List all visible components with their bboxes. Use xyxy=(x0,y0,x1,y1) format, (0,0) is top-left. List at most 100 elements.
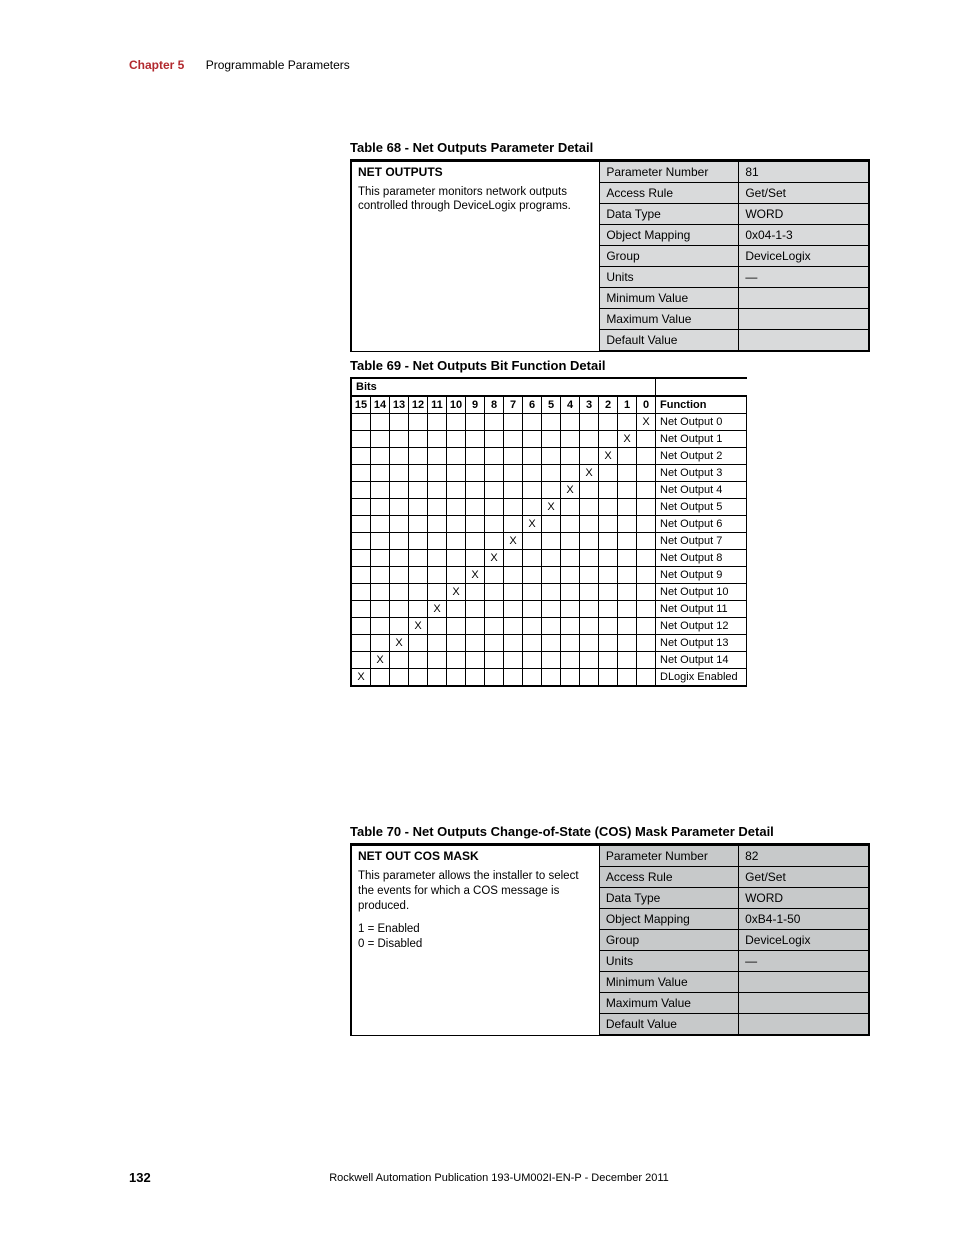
table-69-function-header: Function xyxy=(656,396,747,414)
table-69-cell xyxy=(428,465,447,482)
table-69-cell xyxy=(485,635,504,652)
table-69-cell xyxy=(428,550,447,567)
table-69-cell xyxy=(466,414,485,431)
table-69-cell xyxy=(637,448,656,465)
table-69-bit-col: 8 xyxy=(485,396,504,414)
table-69-cell xyxy=(504,584,523,601)
table-69-cell xyxy=(542,448,561,465)
table-69-cell: X xyxy=(466,567,485,584)
table-69-cell xyxy=(561,601,580,618)
table-69-cell xyxy=(523,601,542,618)
table-69-cell xyxy=(447,431,466,448)
table-69-cell xyxy=(542,482,561,499)
table-69-cell xyxy=(618,499,637,516)
table-69-cell: X xyxy=(447,584,466,601)
table-70-title: Table 70 - Net Outputs Change-of-State (… xyxy=(350,824,870,839)
table-69-cell xyxy=(637,652,656,669)
table-69-bit-col: 5 xyxy=(542,396,561,414)
table-69-cell xyxy=(485,584,504,601)
table-69-cell xyxy=(542,550,561,567)
table-68-prop: Group xyxy=(600,246,739,267)
table-69-cell: X xyxy=(618,431,637,448)
table-69-cell xyxy=(371,499,390,516)
table-69-cell: X xyxy=(599,448,618,465)
table-69-cell xyxy=(504,431,523,448)
table-69-bit-col: 11 xyxy=(428,396,447,414)
table-69-cell: X xyxy=(485,550,504,567)
table-69-cell xyxy=(485,618,504,635)
table-69-bit-col: 0 xyxy=(637,396,656,414)
table-69-cell xyxy=(599,482,618,499)
table-68-val: WORD xyxy=(739,204,869,225)
table-69-cell xyxy=(390,601,409,618)
table-69-cell xyxy=(390,448,409,465)
table-69-cell xyxy=(542,584,561,601)
table-69-function-cell: Net Output 3 xyxy=(656,465,747,482)
table-69-cell xyxy=(637,635,656,652)
table-69-cell xyxy=(390,533,409,550)
table-69-cell xyxy=(428,448,447,465)
table-69-cell xyxy=(428,652,447,669)
table-69-cell xyxy=(523,652,542,669)
table-69-function-cell: Net Output 11 xyxy=(656,601,747,618)
table-69-cell xyxy=(409,584,428,601)
table-69-cell xyxy=(466,601,485,618)
table-69-section: Table 69 - Net Outputs Bit Function Deta… xyxy=(350,358,718,687)
table-69-cell xyxy=(637,516,656,533)
table-69-cell xyxy=(447,550,466,567)
table-69-cell xyxy=(523,431,542,448)
table-69-cell xyxy=(447,533,466,550)
table-69-cell xyxy=(637,465,656,482)
table-69-cell xyxy=(542,635,561,652)
table-69-cell xyxy=(428,584,447,601)
table-69-cell xyxy=(428,567,447,584)
publication-id: Rockwell Automation Publication 193-UM00… xyxy=(129,1172,869,1184)
table-69-bit-col: 15 xyxy=(351,396,371,414)
table-68-val xyxy=(739,309,869,330)
table-69-cell xyxy=(371,465,390,482)
table-69-cell xyxy=(523,465,542,482)
table-69-cell xyxy=(447,618,466,635)
table-69-cell xyxy=(599,550,618,567)
table-69-cell xyxy=(504,414,523,431)
table-70-legend: 1 = Enabled0 = Disabled xyxy=(358,922,593,953)
table-68: NET OUTPUTSThis parameter monitors netwo… xyxy=(350,159,870,352)
table-69-cell xyxy=(580,550,599,567)
table-69-function-cell: Net Output 1 xyxy=(656,431,747,448)
table-69-cell xyxy=(580,601,599,618)
table-69-cell xyxy=(409,465,428,482)
table-69-function-cell: Net Output 9 xyxy=(656,567,747,584)
table-69-cell xyxy=(447,499,466,516)
table-70-description: This parameter allows the installer to s… xyxy=(358,869,593,914)
table-69-cell xyxy=(618,601,637,618)
table-69-bits-header: Bits xyxy=(351,378,656,396)
table-70-prop: Parameter Number xyxy=(599,845,738,867)
table-69-cell xyxy=(447,414,466,431)
table-69-cell xyxy=(504,499,523,516)
table-69-cell xyxy=(523,584,542,601)
table-69-cell xyxy=(409,482,428,499)
table-69-cell: X xyxy=(504,533,523,550)
table-68-prop: Maximum Value xyxy=(600,309,739,330)
table-69-cell xyxy=(637,499,656,516)
table-69-cell xyxy=(371,601,390,618)
table-69-cell xyxy=(637,601,656,618)
table-69-function-cell: Net Output 5 xyxy=(656,499,747,516)
table-69-cell xyxy=(618,567,637,584)
table-69-cell xyxy=(428,516,447,533)
table-69-cell xyxy=(390,482,409,499)
table-69-cell xyxy=(351,652,371,669)
table-70-prop: Object Mapping xyxy=(599,909,738,930)
table-69-cell xyxy=(390,618,409,635)
table-69-bit-col: 7 xyxy=(504,396,523,414)
table-68-prop: Minimum Value xyxy=(600,288,739,309)
table-70-val: DeviceLogix xyxy=(739,930,869,951)
table-69-cell xyxy=(599,465,618,482)
table-69-cell xyxy=(409,516,428,533)
table-70-val xyxy=(739,993,869,1014)
table-69-cell xyxy=(428,414,447,431)
table-69-cell xyxy=(618,669,637,687)
table-69-cell xyxy=(561,635,580,652)
table-69-cell xyxy=(466,465,485,482)
table-69-cell: X xyxy=(561,482,580,499)
